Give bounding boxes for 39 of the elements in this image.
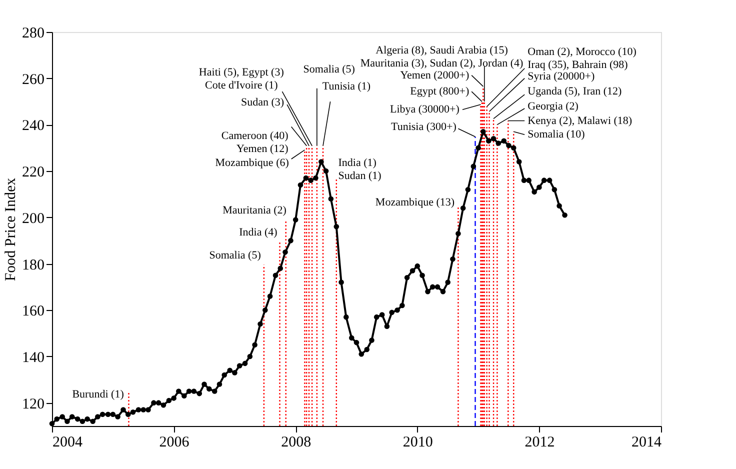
ref-line-label: Tunisia (1) [322, 80, 371, 92]
x-tick-label: 2004 [52, 434, 83, 450]
ref-line-label: Somalia (5) [303, 63, 356, 76]
ref-line-label: Libya (30000+) [390, 104, 460, 116]
x-tick-label: 2010 [402, 434, 433, 450]
y-tick-label: 240 [22, 118, 44, 134]
y-tick-label: 140 [22, 350, 44, 366]
ref-line-label: Georgia (2) [528, 100, 579, 113]
x-tick-label: 2006 [159, 434, 190, 450]
x-tick-label: 2012 [524, 434, 555, 450]
y-tick-label: 200 [22, 210, 44, 227]
ref-line-label: Cameroon (40) Yemen (12) [221, 130, 289, 155]
ref-line-label: Burundi (1) [72, 388, 124, 401]
y-axis-title: Food Price Index [3, 177, 19, 282]
ref-line-label: Kenya (2), Malawi (18) [528, 114, 632, 127]
ref-line-label: Yemen (2000+) [400, 69, 470, 82]
ref-line-label: Haiti (5), Egypt (3) Cote d'Ivoire (1) [198, 66, 284, 92]
ref-line-label: Mozambique (13) [375, 196, 455, 208]
ref-line-label: Somalia (5) [209, 250, 262, 262]
ref-line-label: Uganda (5), Iran (12) [528, 86, 622, 98]
y-tick-label: 160 [22, 304, 44, 320]
y-tick-label: 180 [22, 257, 44, 274]
y-tick-label: 280 [22, 26, 44, 42]
ref-line-label: Mozambique (6) [215, 156, 290, 169]
ref-line-label: Algeria (8), Saudi Arabia (15) Mauritania (3), Sudan (2), Jordan (4) [360, 44, 524, 70]
y-tick-label: 120 [22, 396, 44, 412]
ref-line-label: India (1) Sudan (1) [338, 156, 382, 182]
ref-line-label: India (4) [239, 226, 278, 238]
y-tick-label: 260 [22, 72, 44, 88]
x-tick-label: 2008 [281, 434, 312, 450]
y-tick-label: 220 [22, 164, 44, 181]
ref-line-label: Sudan (3) [240, 96, 284, 108]
ref-line-label: Egypt (800+) [410, 86, 470, 98]
ref-line-label: Mauritania (2) [222, 204, 287, 216]
ref-line-label: Tunisia (300+) [390, 120, 457, 133]
x-tick-label: 2014 [632, 434, 662, 450]
ref-line-label: Syria (20000+) [528, 70, 595, 82]
ref-line-label: Oman (2), Morocco (10) Iraq (35), Bahrain (98) [528, 46, 637, 72]
ref-line-label: Somalia (10) [528, 128, 586, 141]
